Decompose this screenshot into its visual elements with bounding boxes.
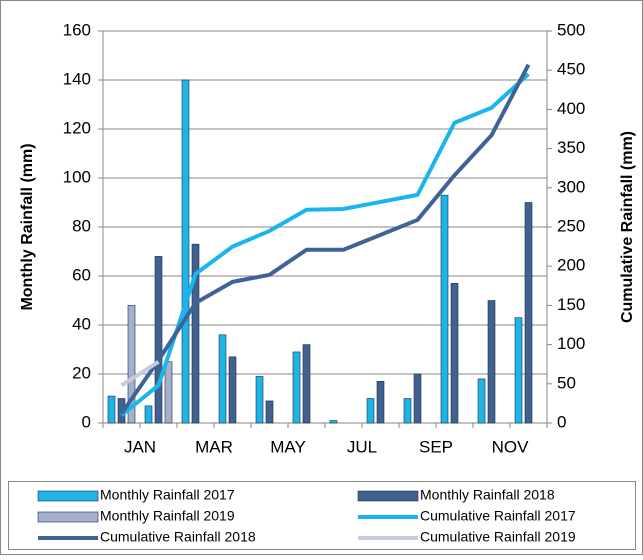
legend-label: Cumulative Rainfall 2019 — [420, 529, 576, 545]
legend-label: Monthly Rainfall 2019 — [100, 508, 235, 524]
y-tick-label: 160 — [63, 20, 91, 39]
x-tick-label: MAY — [270, 437, 306, 456]
bar — [366, 398, 375, 424]
x-tick-label: NOV — [492, 437, 530, 456]
bar — [164, 361, 173, 424]
bar — [154, 256, 163, 424]
bar — [450, 283, 459, 424]
y-tick-label: 20 — [72, 363, 91, 382]
y2-tick-label: 150 — [557, 295, 585, 314]
legend-label: Cumulative Rainfall 2017 — [420, 508, 576, 524]
bar — [127, 305, 136, 424]
bar — [514, 317, 523, 424]
y2-tick-label: 250 — [557, 216, 585, 235]
legend-box — [8, 481, 636, 550]
line-series — [120, 360, 160, 388]
legend-label: Cumulative Rainfall 2018 — [100, 529, 256, 545]
bar — [144, 405, 153, 424]
bar — [329, 420, 338, 424]
bar — [107, 395, 116, 424]
bar — [477, 378, 486, 424]
y2-tick-label: 0 — [557, 412, 566, 431]
bar — [524, 202, 533, 424]
y2-tick-label: 450 — [557, 60, 585, 79]
bar — [228, 356, 237, 424]
y2-tick-label: 500 — [557, 20, 585, 39]
bar — [255, 376, 264, 424]
y2-tick-label: 50 — [557, 373, 576, 392]
x-tick-label: JUL — [347, 437, 377, 456]
bar — [181, 79, 190, 424]
bar — [413, 373, 422, 424]
y2-tick-label: 350 — [557, 138, 585, 157]
y-tick-label: 140 — [63, 69, 91, 88]
legend-label: Monthly Rainfall 2017 — [100, 487, 235, 503]
y-tick-label: 100 — [63, 167, 91, 186]
y2-tick-label: 100 — [557, 334, 585, 353]
y2-axis-title: Cumulative Rainfall (mm) — [619, 131, 636, 323]
y-tick-label: 80 — [72, 216, 91, 235]
bar — [440, 194, 449, 424]
bar — [376, 381, 385, 424]
bar — [292, 351, 301, 424]
legend-label: Monthly Rainfall 2018 — [420, 487, 555, 503]
bar — [302, 344, 311, 424]
line-series — [119, 63, 531, 415]
bar — [265, 400, 274, 424]
y-tick-label: 0 — [82, 412, 91, 431]
x-tick-label: JAN — [124, 437, 156, 456]
bar — [191, 243, 200, 424]
x-tick-label: SEP — [419, 437, 453, 456]
legend-swatch — [357, 490, 419, 502]
line-series — [120, 72, 530, 417]
bar — [218, 334, 227, 424]
y-tick-label: 60 — [72, 265, 91, 284]
x-tick-label: MAR — [195, 437, 233, 456]
y-axis-title: Monthly Rainfall (mm) — [19, 143, 36, 310]
legend-swatch — [37, 490, 99, 502]
y-tick-label: 40 — [72, 314, 91, 333]
y2-tick-label: 200 — [557, 256, 585, 275]
y2-tick-label: 400 — [557, 99, 585, 118]
bar — [403, 398, 412, 424]
legend-swatch — [37, 511, 99, 523]
bar — [487, 300, 496, 424]
y2-tick-label: 300 — [557, 177, 585, 196]
y-tick-label: 120 — [63, 118, 91, 137]
